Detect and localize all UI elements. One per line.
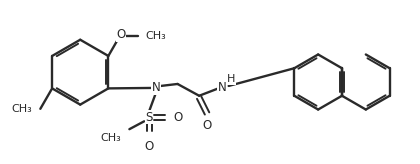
Text: O: O xyxy=(116,28,126,41)
Text: N: N xyxy=(218,81,226,94)
Text: O: O xyxy=(173,111,183,124)
Text: S: S xyxy=(145,111,153,124)
Text: CH₃: CH₃ xyxy=(12,104,32,114)
Text: O: O xyxy=(202,119,212,132)
Text: O: O xyxy=(144,140,154,153)
Text: N: N xyxy=(152,81,160,94)
Text: H: H xyxy=(227,74,235,84)
Text: CH₃: CH₃ xyxy=(101,133,121,143)
Text: CH₃: CH₃ xyxy=(146,31,166,41)
